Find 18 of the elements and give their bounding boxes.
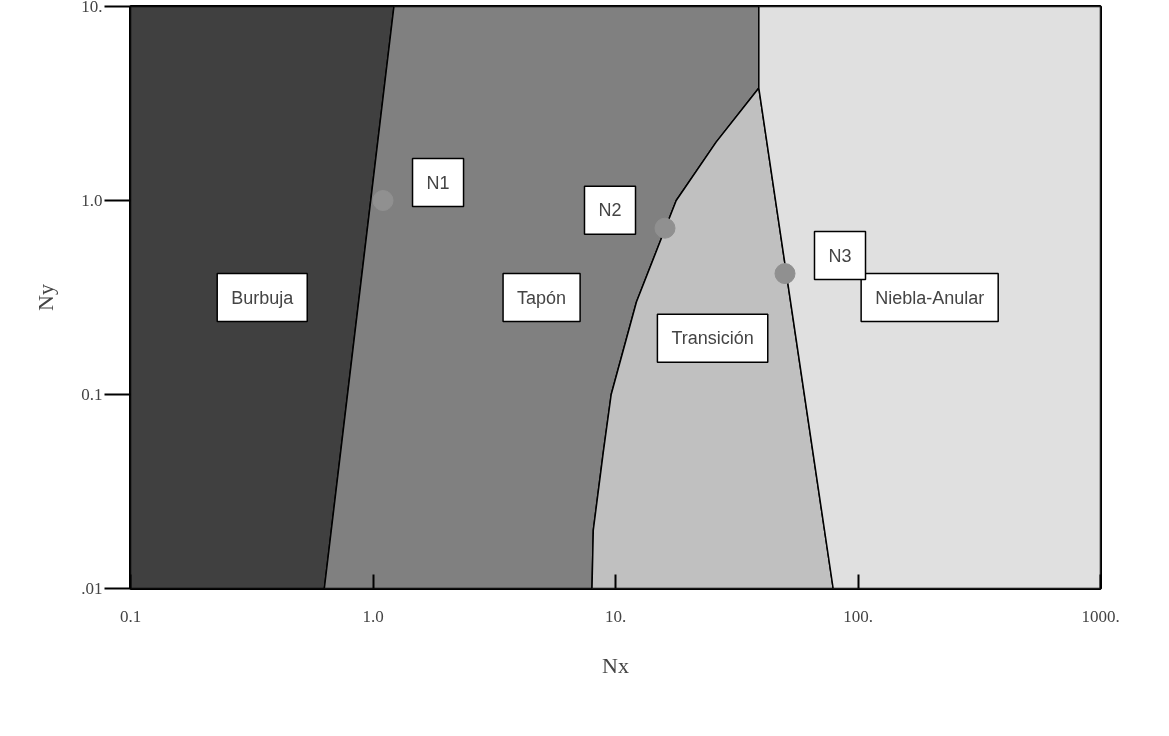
- series-label: Transición: [671, 328, 754, 349]
- x-tick-label: 100.: [843, 606, 873, 626]
- y-tick-label: .01: [81, 579, 103, 598]
- y-tick-label: 0.1: [81, 385, 103, 404]
- x-tick-label: 1000.: [1081, 606, 1120, 626]
- annotation: N3: [828, 245, 852, 266]
- x-tick-label: 1.0: [362, 606, 384, 626]
- annotation: N1: [426, 172, 450, 193]
- x-axis-title: Nx: [602, 652, 629, 678]
- y-tick-label: 1.0: [81, 191, 103, 210]
- series-label: Tapón: [517, 287, 567, 308]
- y-axis-title: Ny: [33, 284, 59, 311]
- annotation: N2: [598, 200, 622, 221]
- series-label: Burbuja: [231, 287, 295, 308]
- x-tick-label: 10.: [604, 606, 627, 626]
- series-label: Niebla-Anular: [875, 287, 985, 308]
- y-tick-label: 10.: [81, 0, 103, 16]
- x-tick-label: 0.1: [119, 606, 142, 626]
